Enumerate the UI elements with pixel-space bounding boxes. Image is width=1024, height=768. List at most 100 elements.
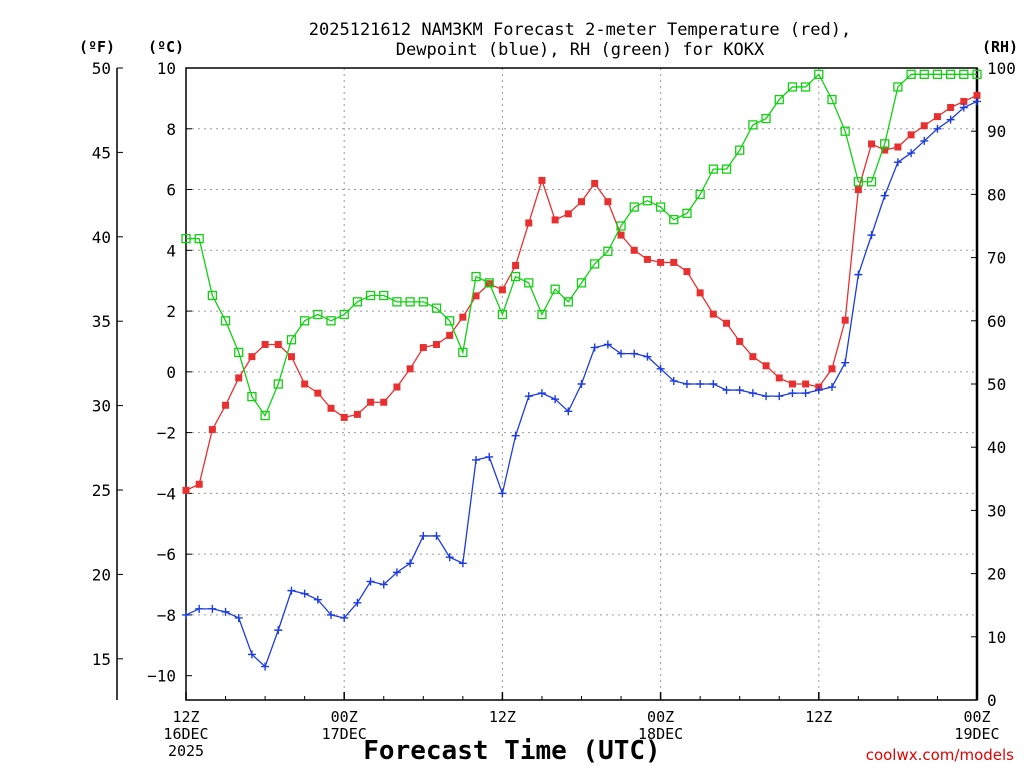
- series-dewpoint: [182, 97, 981, 671]
- dewpoint-point: [959, 103, 968, 112]
- chart-title-line-2: Dewpoint (blue), RH (green) for KOKX: [396, 40, 765, 60]
- dewpoint-point: [656, 364, 665, 373]
- dewpoint-point: [603, 340, 612, 349]
- dewpoint-point: [920, 136, 929, 145]
- series-line-temperature: [185, 94, 978, 491]
- rh-point: [273, 379, 283, 389]
- rh-point: [774, 94, 784, 105]
- dewpoint-point: [340, 613, 349, 622]
- dewpoint-point: [247, 650, 256, 659]
- dewpoint-point: [748, 389, 757, 398]
- rh-point: [695, 189, 705, 200]
- rh-point: [194, 233, 204, 244]
- temperature-point: [472, 292, 480, 300]
- dewpoint-point: [287, 586, 296, 595]
- temperature-point: [749, 353, 757, 361]
- fahrenheit-tick-label: 50: [92, 59, 111, 78]
- rh-point: [603, 246, 613, 256]
- rh-point: [524, 278, 534, 288]
- dewpoint-point: [564, 407, 573, 416]
- dewpoint-point: [880, 191, 889, 200]
- dewpoint-point: [643, 352, 652, 361]
- x-tick-label: 12Z: [805, 708, 832, 726]
- dewpoint-point: [524, 392, 533, 401]
- rh-point: [181, 233, 191, 244]
- temperature-point: [459, 313, 467, 321]
- credit-text[interactable]: coolwx.com/models: [866, 746, 1014, 764]
- rh-axis-label: (RH): [982, 38, 1018, 56]
- temperature-point: [261, 341, 269, 348]
- temperature-point: [406, 365, 414, 373]
- rh-point: [405, 297, 415, 307]
- fahrenheit-tick-label: 20: [92, 565, 111, 584]
- temperature-point: [973, 91, 981, 99]
- rh-point: [800, 82, 811, 92]
- dewpoint-point: [300, 589, 309, 598]
- celsius-tick-label: 2: [166, 302, 176, 321]
- temperature-point: [617, 231, 625, 239]
- temperature-point: [802, 380, 810, 388]
- chart-title-line-1: 2025121612 NAM3KM Forecast 2-meter Tempe…: [309, 20, 851, 40]
- rh-point: [471, 271, 481, 282]
- dewpoint-point: [788, 389, 797, 398]
- temperature-point: [432, 341, 440, 348]
- x-tick-label: 19DEC: [954, 725, 999, 743]
- fahrenheit-tick-label: 45: [92, 143, 111, 162]
- dewpoint-point: [208, 604, 217, 613]
- temperature-point: [353, 410, 361, 418]
- rh-point: [299, 316, 310, 326]
- celsius-tick-label: 8: [166, 120, 176, 139]
- dewpoint-point: [261, 662, 270, 671]
- series-line-rh: [186, 73, 977, 417]
- rh-point: [866, 177, 877, 187]
- rh-point: [234, 347, 244, 358]
- temperature-point: [498, 286, 506, 294]
- dewpoint-point: [353, 598, 362, 607]
- rh-tick-label: 0: [987, 691, 997, 710]
- fahrenheit-tick-label: 25: [92, 481, 111, 500]
- dewpoint-point: [182, 610, 190, 619]
- temperature-point: [327, 404, 335, 412]
- rh-point: [814, 69, 824, 79]
- rh-point: [919, 69, 929, 79]
- temperature-point: [340, 413, 348, 421]
- rh-point: [497, 309, 508, 320]
- dewpoint-point: [801, 389, 810, 398]
- dewpoint-point: [762, 392, 771, 401]
- rh-point: [392, 297, 402, 307]
- rh-point: [510, 271, 521, 282]
- temperature-point: [841, 316, 849, 324]
- temperature-point: [195, 480, 203, 488]
- rh-point: [959, 69, 969, 79]
- dewpoint-point: [893, 158, 902, 167]
- celsius-axis-label: (ºC): [148, 38, 184, 56]
- rh-point: [682, 208, 692, 219]
- temperature-point: [775, 374, 783, 382]
- x-tick-label: 16DEC: [163, 725, 208, 743]
- temperature-point: [920, 122, 928, 130]
- rh-point: [893, 82, 903, 92]
- fahrenheit-tick-label: 35: [92, 312, 111, 331]
- temperature-point: [709, 310, 717, 318]
- celsius-tick-label: −8: [157, 606, 176, 625]
- dewpoint-point: [392, 568, 401, 577]
- rh-point: [972, 69, 982, 79]
- dewpoint-point: [537, 389, 546, 398]
- temperature-point: [287, 353, 295, 361]
- x-tick-label: 2025: [168, 742, 204, 760]
- dewpoint-point: [590, 343, 599, 352]
- dewpoint-point: [709, 380, 718, 388]
- temperature-point: [657, 258, 665, 266]
- x-tick-label: 00Z: [331, 708, 358, 726]
- rh-point: [313, 309, 323, 320]
- dewpoint-point: [366, 577, 375, 586]
- temperature-point: [301, 380, 309, 388]
- x-axis-title: Forecast Time (UTC): [363, 736, 660, 766]
- temperature-point: [881, 146, 889, 154]
- dewpoint-point: [854, 270, 863, 279]
- x-tick-label: 17DEC: [322, 725, 367, 743]
- temperature-point: [551, 216, 559, 224]
- rh-point: [748, 120, 758, 130]
- rh-point: [932, 69, 943, 79]
- temperature-point: [446, 331, 454, 339]
